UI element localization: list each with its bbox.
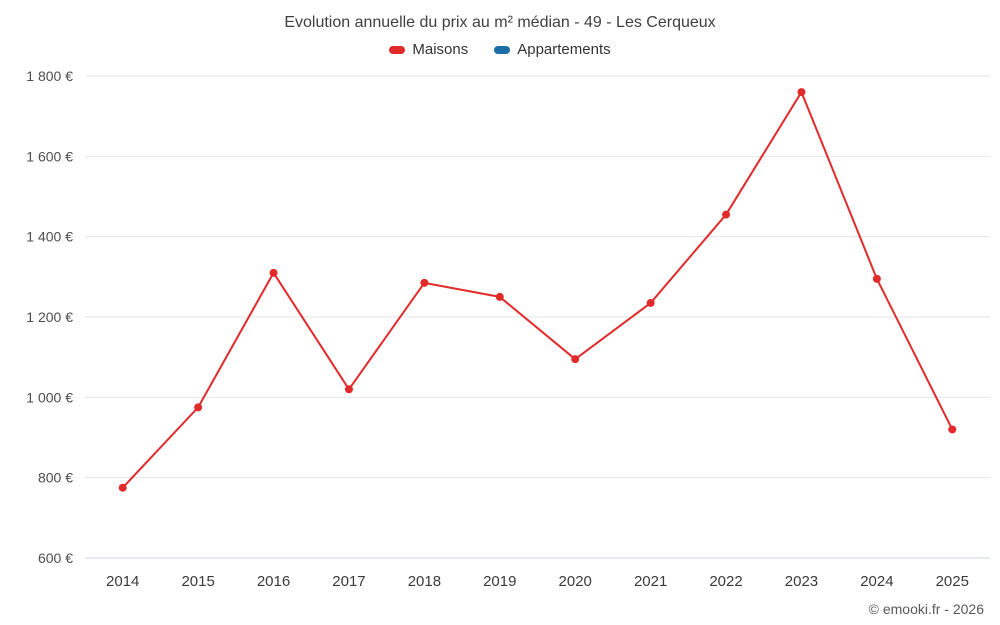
maisons-data-point[interactable]: [646, 298, 655, 307]
y-tick-label: 600 €: [38, 550, 73, 566]
chart-header: Evolution annuelle du prix au m² médian …: [0, 0, 1000, 66]
x-tick-label: 2024: [860, 573, 893, 590]
x-tick-label: 2018: [408, 573, 441, 590]
chart-title: Evolution annuelle du prix au m² médian …: [284, 14, 716, 31]
legend-label: Maisons: [412, 41, 469, 58]
y-tick-label: 1 200 €: [26, 309, 73, 325]
maisons-data-point[interactable]: [194, 403, 203, 412]
maisons-data-point[interactable]: [872, 274, 881, 283]
maisons-data-point[interactable]: [495, 292, 504, 301]
x-tick-label: 2020: [559, 573, 592, 590]
y-tick-label: 1 800 €: [26, 68, 73, 84]
x-tick-label: 2022: [709, 573, 742, 590]
x-tick-label: 2025: [936, 573, 969, 590]
legend-item-maisons[interactable]: Maisons: [389, 41, 468, 58]
x-tick-label: 2017: [332, 573, 365, 590]
legend: Maisons Appartements: [0, 41, 1000, 58]
x-tick-label: 2016: [257, 573, 290, 590]
legend-marker-icon: [389, 45, 406, 54]
maisons-data-point[interactable]: [269, 268, 278, 277]
maisons-data-point[interactable]: [797, 88, 806, 97]
maisons-data-point[interactable]: [344, 385, 353, 394]
chart-svg[interactable]: 600 € 800 € 1 000 € 1 200 € 1 400 € 1 600 € 1 …: [0, 66, 1000, 625]
legend-label: Appartements: [517, 41, 611, 58]
plot-area[interactable]: 600 € 800 € 1 000 € 1 200 € 1 400 € 1 600 € 1 …: [0, 66, 1000, 625]
x-tick-label: 2019: [483, 573, 516, 590]
maisons-data-point[interactable]: [948, 425, 957, 434]
legend-item-appartements[interactable]: Appartements: [494, 41, 611, 58]
legend-marker-icon: [494, 45, 511, 54]
x-tick-label: 2015: [181, 573, 214, 590]
maisons-data-point[interactable]: [420, 278, 429, 287]
y-tick-label: 1 000 €: [26, 389, 73, 405]
maisons-line: [121, 91, 954, 489]
x-tick-label: 2023: [785, 573, 818, 590]
maisons-data-point[interactable]: [722, 210, 731, 219]
y-tick-label: 1 400 €: [26, 229, 73, 245]
maisons-data-point[interactable]: [118, 483, 127, 492]
x-tick-label: 2021: [634, 573, 667, 590]
copyright: © emooki.fr - 2026: [868, 601, 984, 617]
y-tick-label: 800 €: [38, 470, 73, 486]
maisons-data-point[interactable]: [571, 355, 580, 364]
x-tick-label: 2014: [106, 573, 139, 590]
y-tick-label: 1 600 €: [26, 148, 73, 164]
